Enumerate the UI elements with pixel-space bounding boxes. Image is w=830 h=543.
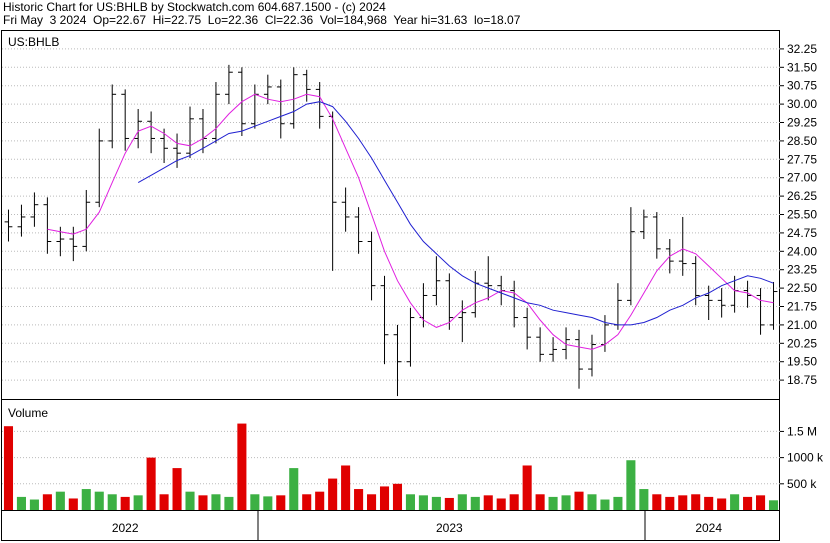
volume-bar [29, 499, 39, 510]
y-tick-label: 21.00 [787, 318, 817, 332]
volume-bar [172, 468, 182, 510]
volume-bar [392, 483, 403, 510]
volume-bar [639, 489, 649, 510]
volume-bar [522, 465, 532, 510]
volume-bar [704, 496, 714, 510]
y-tick-label: 20.25 [787, 336, 817, 350]
volume-bar [548, 496, 558, 510]
volume-bar [496, 498, 506, 510]
volume-bar [3, 426, 14, 510]
volume-bar [665, 496, 675, 510]
volume-bar [237, 423, 247, 510]
date-strip [1, 510, 780, 541]
panel-label: US:BHLB [8, 35, 59, 49]
volume-bar [509, 494, 519, 510]
volume-bar [431, 496, 441, 510]
y-tick-label: 24.75 [787, 226, 817, 240]
volume-bar [756, 495, 766, 510]
y-tick-label: 22.50 [787, 281, 817, 295]
y-tick-label: 1.5 M [787, 424, 817, 438]
volume-bar [276, 495, 286, 510]
volume-bar [328, 478, 338, 510]
volume-bar [730, 494, 740, 510]
volume-bar [768, 500, 779, 510]
volume-bar [250, 494, 260, 510]
y-tick-label: 24.00 [787, 244, 817, 258]
volume-bar [107, 494, 117, 510]
volume-bar [341, 465, 351, 510]
volume-bar [379, 486, 390, 510]
y-tick-label: 500 k [787, 477, 817, 491]
x-tick-label: 2023 [436, 521, 463, 535]
y-tick-label: 30.75 [787, 79, 817, 93]
volume-bar [55, 491, 65, 510]
panel-label: Volume [8, 406, 48, 420]
volume-bar [120, 496, 130, 510]
volume-bar [16, 496, 26, 510]
volume-bar [561, 495, 571, 510]
y-tick-label: 27.75 [787, 152, 817, 166]
volume-bar [289, 468, 299, 510]
volume-bar [678, 495, 688, 510]
x-tick-label: 2022 [112, 521, 139, 535]
volume-bar [600, 499, 610, 510]
y-tick-label: 19.50 [787, 355, 817, 369]
volume-bar [574, 491, 584, 510]
y-tick-label: 18.75 [787, 373, 817, 387]
y-tick-label: 28.50 [787, 134, 817, 148]
volume-bar [81, 489, 91, 510]
volume-bar [418, 495, 428, 510]
volume-bar [652, 494, 662, 510]
volume-bar [535, 494, 545, 510]
volume-bar [691, 494, 701, 510]
volume-bar [198, 495, 208, 510]
volume-bar [367, 494, 377, 510]
volume-bar [315, 491, 325, 510]
volume-bar [743, 496, 753, 510]
chart-title: Historic Chart for US:BHLB by Stockwatch… [3, 0, 386, 14]
moving-average [137, 101, 774, 326]
volume-bar [302, 494, 312, 510]
y-tick-label: 23.25 [787, 263, 817, 277]
y-tick-label: 27.00 [787, 171, 817, 185]
volume-bar [146, 457, 156, 510]
volume-bar [444, 497, 454, 510]
volume-bar [405, 494, 415, 510]
y-tick-label: 21.75 [787, 300, 817, 314]
volume-bar [483, 495, 493, 510]
volume-bar [626, 460, 636, 510]
volume-bar [159, 494, 169, 510]
volume-bar [94, 491, 104, 510]
volume-bar [354, 489, 364, 510]
volume-bar [457, 494, 467, 510]
volume-bar [42, 494, 52, 510]
y-tick-label: 30.00 [787, 97, 817, 111]
volume-bar [263, 496, 273, 510]
volume-bar [211, 494, 221, 510]
chart-subtitle: Fri May 3 2024 Op=22.67 Hi=22.75 Lo=22.3… [3, 13, 521, 27]
y-tick-label: 29.25 [787, 116, 817, 130]
volume-bar [717, 498, 727, 510]
moving-average [47, 93, 774, 350]
y-tick-label: 32.25 [787, 42, 817, 56]
y-tick-label: 31.50 [787, 60, 817, 74]
y-tick-label: 26.25 [787, 189, 817, 203]
x-tick-label: 2024 [695, 521, 722, 535]
y-tick-label: 1000 k [787, 451, 824, 465]
volume-bar [470, 496, 480, 510]
volume-bar [133, 495, 143, 510]
volume-bar [613, 496, 623, 510]
volume-bar [68, 498, 78, 510]
volume-bar [185, 491, 195, 510]
volume-bar [224, 496, 234, 510]
y-tick-label: 25.50 [787, 208, 817, 222]
volume-bar [587, 494, 597, 510]
